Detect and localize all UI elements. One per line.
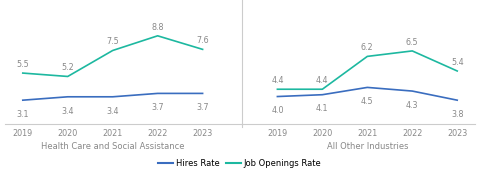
X-axis label: Health Care and Social Assistance: Health Care and Social Assistance bbox=[41, 142, 184, 151]
Text: 4.4: 4.4 bbox=[271, 76, 284, 85]
X-axis label: All Other Industries: All Other Industries bbox=[326, 142, 408, 151]
Text: 4.1: 4.1 bbox=[316, 104, 329, 113]
Text: 3.1: 3.1 bbox=[16, 110, 29, 119]
Text: 4.5: 4.5 bbox=[361, 97, 373, 106]
Legend: Hires Rate, Job Openings Rate: Hires Rate, Job Openings Rate bbox=[155, 155, 325, 171]
Text: 3.7: 3.7 bbox=[196, 103, 209, 112]
Text: 3.7: 3.7 bbox=[151, 103, 164, 112]
Text: 4.3: 4.3 bbox=[406, 101, 419, 110]
Text: 5.5: 5.5 bbox=[16, 60, 29, 69]
Text: 7.5: 7.5 bbox=[106, 37, 119, 46]
Text: 3.8: 3.8 bbox=[451, 110, 464, 119]
Text: 8.8: 8.8 bbox=[151, 23, 164, 32]
Text: 6.5: 6.5 bbox=[406, 38, 419, 47]
Text: 3.4: 3.4 bbox=[61, 107, 74, 116]
Text: 6.2: 6.2 bbox=[361, 43, 373, 52]
Text: 4.4: 4.4 bbox=[316, 76, 329, 85]
Text: 7.6: 7.6 bbox=[196, 36, 209, 45]
Text: 5.4: 5.4 bbox=[451, 58, 464, 67]
Text: 5.2: 5.2 bbox=[61, 63, 74, 72]
Text: 3.4: 3.4 bbox=[107, 107, 119, 116]
Text: 4.0: 4.0 bbox=[271, 106, 284, 115]
